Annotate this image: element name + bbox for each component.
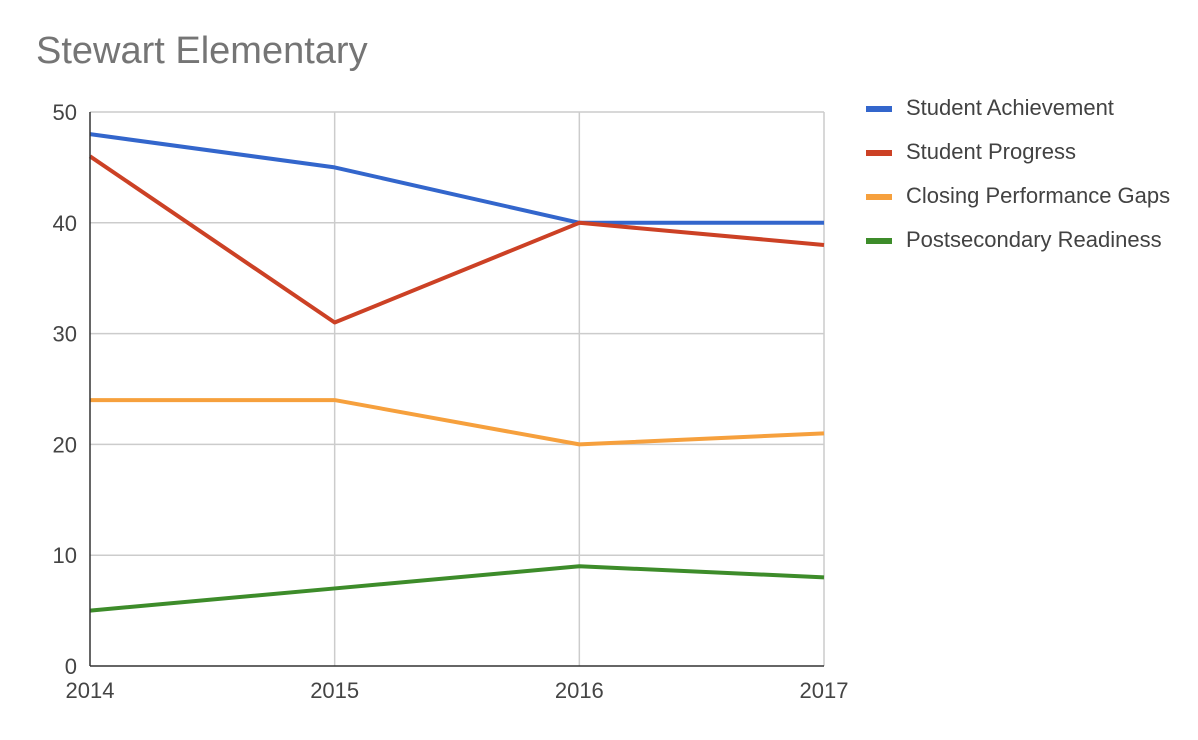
- y-tick-label: 10: [53, 543, 77, 568]
- legend-item-student-achievement: Student Achievement: [866, 96, 1186, 120]
- series-line-3: [89, 564, 825, 613]
- legend-swatch: [866, 106, 892, 112]
- x-tick-label: 2017: [800, 678, 849, 703]
- chart-title: Stewart Elementary: [36, 30, 368, 72]
- x-tick-label: 2015: [310, 678, 359, 703]
- legend-item-student-progress: Student Progress: [866, 140, 1186, 164]
- x-tick-label: 2014: [66, 678, 115, 703]
- axes: 0 10 20 30 40 50 2014 2015 2016 2017: [53, 100, 849, 703]
- series-line-2: [90, 398, 825, 447]
- legend: Student Achievement Student Progress Clo…: [866, 96, 1186, 252]
- legend-label: Student Achievement: [906, 95, 1114, 120]
- legend-item-postsecondary-readiness: Postsecondary Readiness: [866, 228, 1186, 252]
- grid-lines: [90, 111, 825, 666]
- legend-item-closing-performance-gaps: Closing Performance Gaps: [866, 184, 1186, 208]
- legend-swatch: [866, 194, 892, 200]
- x-tick-label: 2016: [555, 678, 604, 703]
- legend-label: Student Progress: [906, 139, 1076, 164]
- series-lines: [88, 132, 825, 613]
- legend-swatch: [866, 150, 892, 156]
- y-tick-label: 0: [65, 654, 77, 679]
- series-line-1: [88, 154, 825, 325]
- legend-label: Closing Performance Gaps: [906, 183, 1171, 208]
- legend-label: Postsecondary Readiness: [906, 227, 1162, 252]
- y-tick-label: 30: [53, 322, 77, 347]
- y-tick-label: 40: [53, 211, 77, 236]
- legend-swatch: [866, 238, 892, 244]
- y-tick-label: 50: [53, 100, 77, 125]
- y-tick-label: 20: [53, 432, 77, 457]
- series-line-0: [89, 132, 824, 225]
